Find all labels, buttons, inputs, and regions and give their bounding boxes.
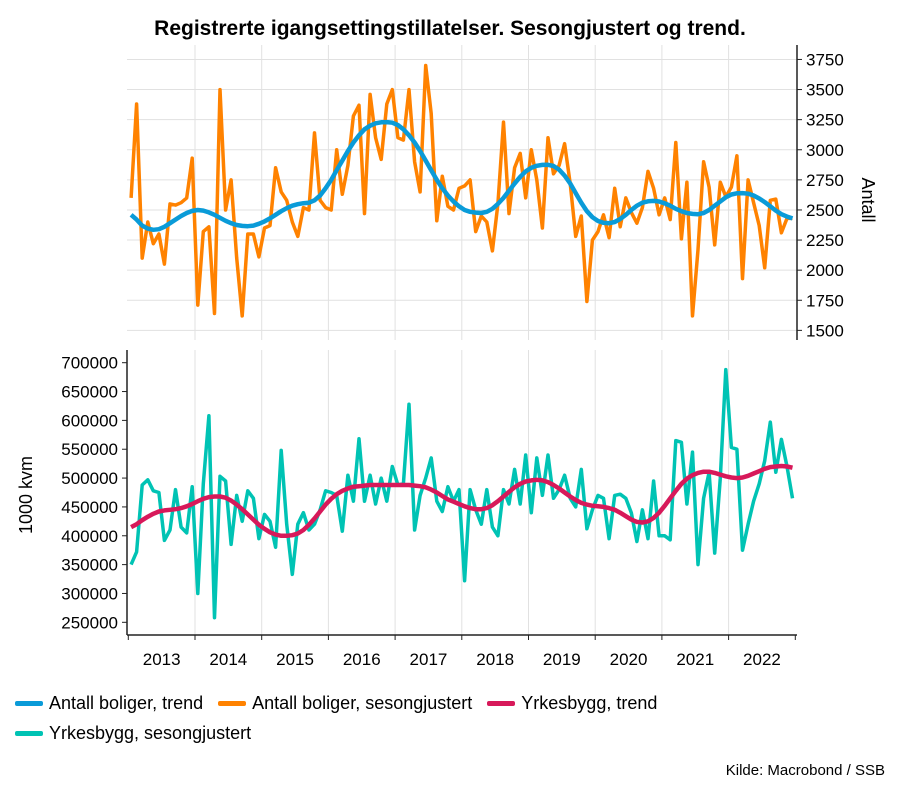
- x-tick-label: 2021: [676, 650, 714, 669]
- legend-swatch: [15, 700, 43, 706]
- x-tick-label: 2022: [743, 650, 781, 669]
- y-tick-label: 300000: [61, 584, 118, 603]
- top-panel-antall: 1500 1750 2000 2250 2500 2750 3000 3250 3500 3750: [127, 45, 844, 340]
- y-tick-label: 400000: [61, 527, 118, 546]
- legend-item-boliger-trend: Antall boliger, trend: [15, 688, 203, 718]
- series-line-yrkesbygg-sesongjustert: [129, 367, 795, 620]
- y-tick-label: 1500: [806, 321, 844, 340]
- y-tick-label: 250000: [61, 613, 118, 632]
- x-tick-label: 2017: [410, 650, 448, 669]
- legend-item-yrkesbygg-trend: Yrkesbygg, trend: [487, 688, 657, 718]
- x-tick-label: 2015: [276, 650, 314, 669]
- legend-label: Yrkesbygg, trend: [521, 692, 658, 713]
- y-tick-label: 2750: [806, 171, 844, 190]
- legend-label: Yrkesbygg, sesongjustert: [49, 722, 252, 743]
- y-tick-label: 700000: [61, 354, 118, 373]
- source-note: Kilde: Macrobond / SSB: [725, 762, 885, 779]
- legend-swatch: [218, 700, 247, 706]
- legend-label: Antall boliger, sesongjustert: [252, 692, 473, 713]
- x-tick-label: 2020: [610, 650, 648, 669]
- y-tick-label: 550000: [61, 440, 118, 459]
- x-tick-label: 2018: [476, 650, 514, 669]
- legend: Antall boliger, trend Antall boliger, se…: [15, 688, 795, 748]
- y-tick-label: 450000: [61, 498, 118, 517]
- x-tick-label: 2019: [543, 650, 581, 669]
- x-tick-label: 2014: [209, 650, 247, 669]
- chart-title: Registrerte igangsettingstillatelser. Se…: [154, 17, 746, 40]
- legend-swatch: [15, 730, 43, 736]
- top-y-axis-label: Antall: [858, 177, 878, 222]
- y-tick-label: 2500: [806, 201, 844, 220]
- y-tick-label: 2250: [806, 231, 844, 250]
- series-line-antall-boliger-sesongjustert: [129, 63, 793, 318]
- series-line-yrkesbygg-trend: [130, 463, 793, 539]
- y-tick-label: 3000: [806, 141, 844, 160]
- y-tick-label: 500000: [61, 469, 118, 488]
- legend-item-boliger-sesongjustert: Antall boliger, sesongjustert: [218, 688, 472, 718]
- legend-item-yrkesbygg-sesongjustert: Yrkesbygg, sesongjustert: [15, 718, 251, 748]
- y-tick-label: 350000: [61, 556, 118, 575]
- y-tick-label: 1750: [806, 291, 844, 310]
- legend-label: Antall boliger, trend: [49, 692, 204, 713]
- x-tick-label: 2013: [143, 650, 181, 669]
- y-tick-label: 3750: [806, 50, 844, 69]
- series-line-antall-boliger-trend: [129, 119, 794, 233]
- y-tick-label: 600000: [61, 411, 118, 430]
- y-tick-label: 3500: [806, 81, 844, 100]
- legend-swatch: [487, 700, 516, 706]
- y-tick-label: 3250: [806, 111, 844, 130]
- x-tick-label: 2016: [343, 650, 381, 669]
- y-tick-label: 2000: [806, 261, 844, 280]
- bottom-panel-yrkesbygg: 250000 300000 350000 400000 450000 500000 5500…: [61, 350, 797, 669]
- bottom-y-axis-label: 1000 kvm: [16, 456, 36, 534]
- y-tick-label: 650000: [61, 383, 118, 402]
